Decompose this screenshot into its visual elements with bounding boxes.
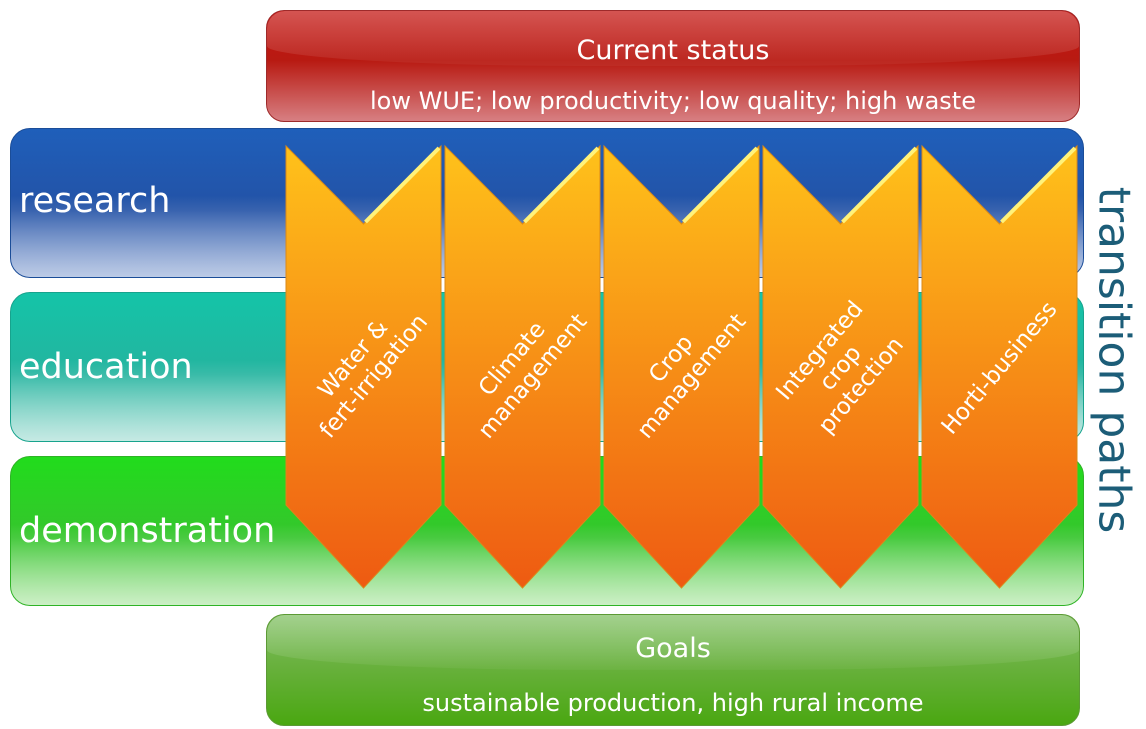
chevron-highlight-1 xyxy=(364,146,441,224)
band-label-research: research xyxy=(19,181,171,221)
chevron-highlight-5 xyxy=(1000,146,1077,224)
current-status-subtitle: low WUE; low productivity; low quality; … xyxy=(370,87,976,115)
chevron-highlight-4 xyxy=(841,146,918,224)
band-label-education: education xyxy=(19,347,193,387)
goals-subtitle: sustainable production, high rural incom… xyxy=(422,689,924,717)
chevron-5 xyxy=(921,144,1078,589)
current-status-box: Current status low WUE; low productivity… xyxy=(266,10,1080,122)
chevron-1 xyxy=(285,144,442,589)
chevron-highlight-2 xyxy=(523,146,600,224)
chevron-3 xyxy=(603,144,760,589)
chevron-highlight-3 xyxy=(682,146,759,224)
band-label-demonstration: demonstration xyxy=(19,511,276,551)
chevron-4 xyxy=(762,144,919,589)
chevron-2 xyxy=(444,144,601,589)
goals-title: Goals xyxy=(635,633,711,664)
goals-box: Goals sustainable production, high rural… xyxy=(266,614,1080,726)
current-status-title: Current status xyxy=(576,35,770,66)
